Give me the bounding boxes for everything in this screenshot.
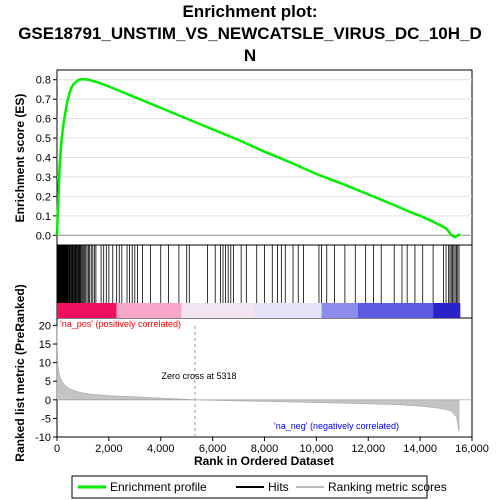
x-tick-label: 6,000 bbox=[199, 443, 227, 455]
x-axis-label: Rank in Ordered Dataset bbox=[194, 454, 334, 468]
ranking-metric-area bbox=[56, 325, 460, 432]
x-tick-label: 16,000 bbox=[455, 443, 489, 455]
x-tick-label: 8,000 bbox=[251, 443, 279, 455]
neg-correlated-label: 'na_neg' (negatively correlated) bbox=[274, 421, 399, 431]
pos-correlated-label: 'na_pos' (positively correlated) bbox=[60, 319, 181, 329]
legend-label-hits: Hits bbox=[268, 480, 289, 494]
chart-title-line-1: Enrichment plot: bbox=[182, 2, 317, 21]
metric-layer bbox=[56, 325, 472, 437]
metric-y-tick-label: 10 bbox=[39, 358, 51, 370]
x-tick-label: 0 bbox=[54, 443, 60, 455]
heatmap-segment bbox=[57, 303, 117, 318]
hit-marks bbox=[56, 245, 460, 303]
es-y-tick-label: 0.8 bbox=[36, 75, 51, 87]
metric-y-tick-label: 15 bbox=[39, 339, 51, 351]
legend-label-enrichment: Enrichment profile bbox=[110, 480, 207, 494]
metric-y-tick-label: -10 bbox=[35, 432, 51, 444]
metric-y-axis-ticks: -10 -5 0 5 10 15 20 bbox=[35, 320, 57, 444]
es-y-tick-label: 0.6 bbox=[36, 114, 51, 126]
x-axis-ticks: 0 2,000 4,000 6,000 8,000 10,000 12,000 14,000 1… bbox=[54, 437, 489, 455]
heatmap-segment bbox=[254, 303, 322, 318]
chart-title-line-3: N bbox=[244, 46, 256, 65]
metric-y-tick-label: 0 bbox=[45, 395, 51, 407]
enrichment-profile-line bbox=[55, 77, 461, 239]
ranking-heatmap bbox=[57, 303, 461, 318]
heatmap-segment bbox=[321, 303, 358, 318]
es-y-tick-label: 0.0 bbox=[36, 230, 51, 242]
legend: Enrichment profile Hits Ranking metric s… bbox=[71, 475, 447, 499]
x-tick-label: 10,000 bbox=[300, 443, 334, 455]
es-y-tick-label: 0.3 bbox=[36, 172, 51, 184]
metric-y-tick-label: 20 bbox=[39, 320, 51, 332]
es-y-tick-label: 0.1 bbox=[36, 211, 51, 223]
es-y-tick-label: 0.2 bbox=[36, 191, 51, 203]
metric-y-tick-label: 5 bbox=[45, 376, 51, 388]
x-tick-label: 12,000 bbox=[351, 443, 385, 455]
x-tick-label: 2,000 bbox=[95, 443, 123, 455]
es-y-axis-label: Enrichment score (ES) bbox=[13, 94, 27, 223]
heatmap-segment bbox=[357, 303, 434, 318]
x-tick-label: 14,000 bbox=[403, 443, 437, 455]
es-y-tick-label: 0.7 bbox=[36, 94, 51, 106]
metric-y-axis-label: Ranked list metric (PreRanked) bbox=[13, 284, 27, 461]
es-y-tick-label: 0.5 bbox=[36, 133, 51, 145]
zero-cross-label: Zero cross at 5318 bbox=[161, 371, 236, 381]
heatmap-segment bbox=[181, 303, 255, 318]
es-gridlines bbox=[57, 79, 472, 236]
heatmap-segment bbox=[433, 303, 461, 318]
legend-label-ranking: Ranking metric scores bbox=[328, 480, 447, 494]
es-line-layer bbox=[55, 77, 461, 239]
x-tick-label: 4,000 bbox=[147, 443, 175, 455]
es-y-axis-ticks: 0.0 0.1 0.2 0.3 0.4 0.5 0.6 0.7 0.8 bbox=[36, 75, 57, 242]
metric-y-tick-label: -5 bbox=[41, 413, 51, 425]
heatmap-segment bbox=[116, 303, 182, 318]
es-y-tick-label: 0.4 bbox=[36, 153, 51, 165]
chart-title-line-2: GSE18791_UNSTIM_VS_NEWCATSLE_VIRUS_DC_10… bbox=[18, 24, 482, 43]
